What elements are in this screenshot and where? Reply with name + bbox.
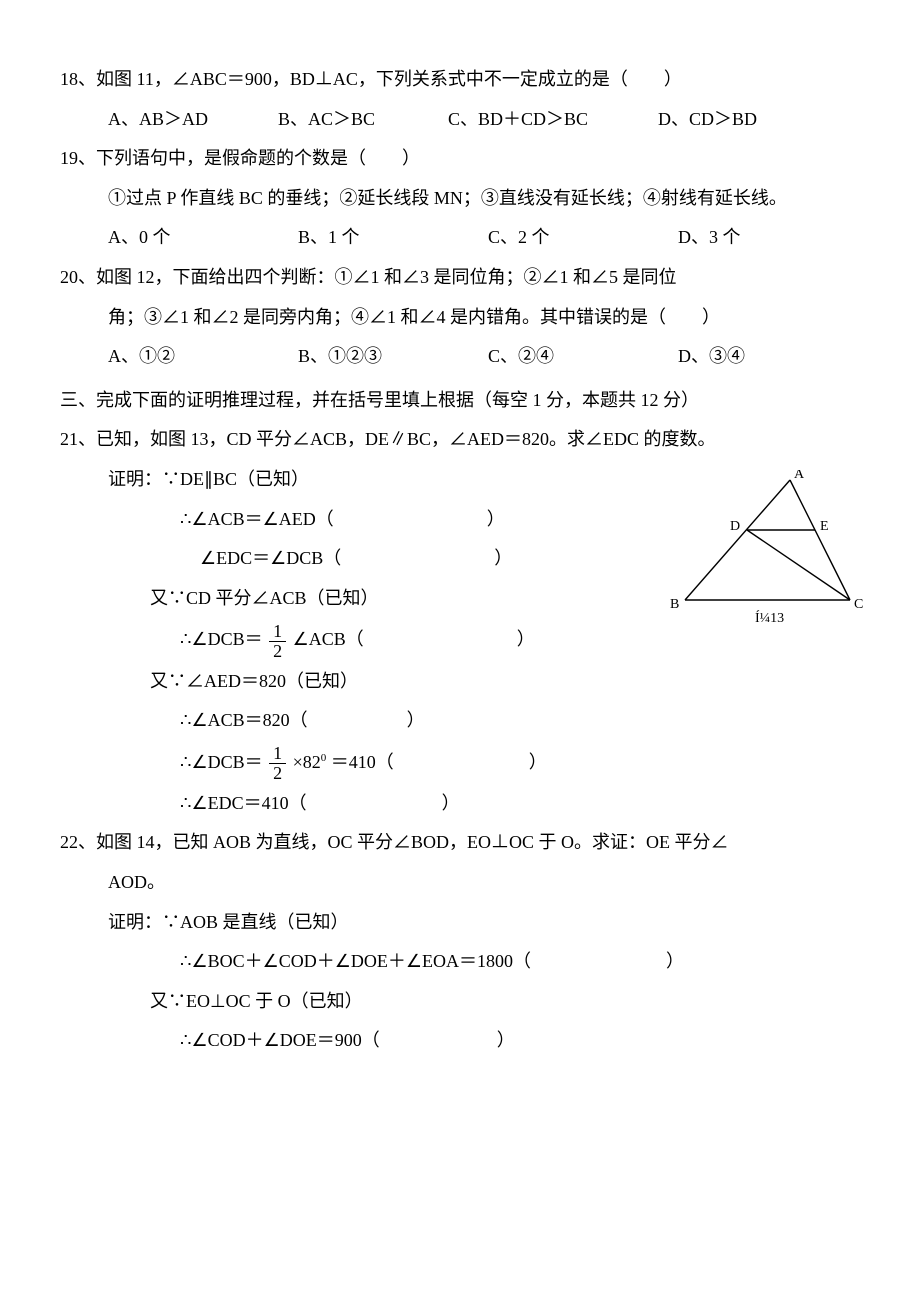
frac-num: 1 — [269, 622, 286, 642]
q22-l2a: ∴∠BOC＋∠COD＋∠DOE＋∠EOA＝1800（ — [180, 951, 531, 971]
blank-space — [346, 548, 490, 568]
q22-l2b: ） — [666, 951, 684, 971]
q21-l8-mid: ×82 — [293, 752, 321, 772]
svg-text:B: B — [670, 597, 679, 612]
q19-opt-d: D、3 个 — [678, 218, 868, 258]
q18-options: A、AB＞AD B、AC＞BC C、BD＋CD＞BC D、CD＞BD — [60, 100, 860, 140]
sup-zero: 0 — [321, 752, 327, 764]
q19-body: ①过点 P 作直线 BC 的垂线；②延长线段 MN；③直线没有延长线；④射线有延… — [60, 179, 860, 219]
frac-den-2: 2 — [269, 764, 286, 783]
q21-l3a: ∠EDC＝∠DCB（ — [200, 548, 341, 568]
q21-l8-post: ＝410（ — [331, 752, 394, 772]
figure-13: A B C D E Í¼13 — [670, 470, 870, 640]
svg-text:D: D — [730, 519, 740, 534]
q22-l2: ∴∠BOC＋∠COD＋∠DOE＋∠EOA＝1800（ ） — [60, 942, 860, 982]
q21-l3b: ） — [494, 548, 512, 568]
q19-opt-a: A、0 个 — [108, 218, 298, 258]
q20-stem-line1: 20、如图 12，下面给出四个判断：①∠1 和∠3 是同位角；②∠1 和∠5 是… — [60, 258, 860, 298]
fraction-half: 1 2 — [269, 622, 286, 661]
q22-l3-text: 又∵EO⊥OC 于 O（已知） — [150, 991, 363, 1011]
q20-opt-c: C、②④ — [488, 337, 678, 377]
figure-13-svg: A B C D E Í¼13 — [670, 470, 870, 640]
q20-opt-d: D、③④ — [678, 337, 868, 377]
q21-l1-text: 证明：∵DE∥BC（已知） — [108, 469, 309, 489]
q22-stem-line2: AOD。 — [60, 863, 860, 903]
q21-l8: ∴∠DCB＝ 1 2 ×820 ＝410（ ） — [60, 741, 860, 784]
frac-den: 2 — [269, 642, 286, 661]
q21-l7: ∴∠ACB＝820（ ） — [60, 701, 860, 741]
q22-l4: ∴∠COD＋∠DOE＝900（ ） — [60, 1021, 860, 1061]
section-3-text: 三、完成下面的证明推理过程，并在括号里填上根据（每空 1 分，本题共 12 分） — [60, 390, 699, 410]
q22-l1: 证明：∵AOB 是直线（已知） — [60, 903, 860, 943]
q22-stem1-text: 22、如图 14，已知 AOB 为直线，OC 平分∠BOD，EO⊥OC 于 O。… — [60, 832, 729, 852]
q21-l7a: ∴∠ACB＝820（ — [180, 710, 308, 730]
q20-opt-b: B、①②③ — [298, 337, 488, 377]
q18-opt-a: A、AB＞AD — [108, 100, 278, 140]
frac-num-2: 1 — [269, 744, 286, 764]
q21-stem-text: 21、已知，如图 13，CD 平分∠ACB，DE∥BC，∠AED＝820。求∠E… — [60, 429, 716, 449]
blank-space — [312, 710, 402, 730]
svg-text:A: A — [794, 470, 805, 482]
q19-opt-b: B、1 个 — [298, 218, 488, 258]
blank-space — [311, 793, 437, 813]
q19-stem-text: 19、下列语句中，是假命题的个数是（ ） — [60, 148, 420, 168]
blank-space — [384, 1030, 492, 1050]
q21-l5-pre: ∴∠DCB＝ — [180, 629, 263, 649]
q22-l4a: ∴∠COD＋∠DOE＝900（ — [180, 1030, 380, 1050]
q19-options: A、0 个 B、1 个 C、2 个 D、3 个 — [60, 218, 860, 258]
svg-text:C: C — [854, 597, 863, 612]
q20-stem1-text: 20、如图 12，下面给出四个判断：①∠1 和∠3 是同位角；②∠1 和∠5 是… — [60, 267, 677, 287]
q21-l9: ∴∠EDC＝410（ ） — [60, 784, 860, 824]
q21-l6-text: 又∵∠AED＝820（已知） — [150, 671, 358, 691]
q22-l3: 又∵EO⊥OC 于 O（已知） — [60, 982, 860, 1022]
q18-stem: 18、如图 11，∠ABC＝900，BD⊥AC，下列关系式中不一定成立的是（ ） — [60, 60, 860, 100]
blank-space — [398, 752, 524, 772]
q21-l9b: ） — [442, 793, 460, 813]
q20-options: A、①② B、①②③ C、②④ D、③④ — [60, 337, 860, 377]
q21-stem: 21、已知，如图 13，CD 平分∠ACB，DE∥BC，∠AED＝820。求∠E… — [60, 420, 860, 460]
q21-l7b: ） — [407, 710, 425, 730]
q21-l8b: ） — [529, 752, 547, 772]
q22-stem2-text: AOD。 — [108, 872, 165, 892]
q22-stem-line1: 22、如图 14，已知 AOB 为直线，OC 平分∠BOD，EO⊥OC 于 O。… — [60, 823, 860, 863]
blank-space — [338, 509, 482, 529]
q19-stem: 19、下列语句中，是假命题的个数是（ ） — [60, 139, 860, 179]
q18-stem-text: 18、如图 11，∠ABC＝900，BD⊥AC，下列关系式中不一定成立的是（ ） — [60, 69, 682, 89]
fraction-half-2: 1 2 — [269, 744, 286, 783]
q19-opt-c: C、2 个 — [488, 218, 678, 258]
q21-l2b: ） — [487, 509, 505, 529]
q19-body-text: ①过点 P 作直线 BC 的垂线；②延长线段 MN；③直线没有延长线；④射线有延… — [108, 188, 787, 208]
section-3-heading: 三、完成下面的证明推理过程，并在括号里填上根据（每空 1 分，本题共 12 分） — [60, 381, 860, 421]
q21-proof-block: A B C D E Í¼13 证明：∵DE∥BC（已知） ∴∠ACB＝∠AED（ ） ∠E… — [60, 460, 860, 824]
q21-l6: 又∵∠AED＝820（已知） — [60, 662, 860, 702]
q20-opt-a: A、①② — [108, 337, 298, 377]
q18-opt-b: B、AC＞BC — [278, 100, 448, 140]
q21-l5-post: ∠ACB（ — [293, 629, 364, 649]
q18-opt-d: D、CD＞BD — [658, 100, 808, 140]
q22-l4b: ） — [497, 1030, 515, 1050]
q20-stem-line2: 角；③∠1 和∠2 是同旁内角；④∠1 和∠4 是内错角。其中错误的是（ ） — [60, 298, 860, 338]
blank-space — [536, 951, 662, 971]
q20-stem2-text: 角；③∠1 和∠2 是同旁内角；④∠1 和∠4 是内错角。其中错误的是（ ） — [108, 307, 720, 327]
q21-l2a: ∴∠ACB＝∠AED（ — [180, 509, 334, 529]
blank-space — [368, 629, 512, 649]
q18-opt-c: C、BD＋CD＞BC — [448, 100, 658, 140]
q21-l4-text: 又∵CD 平分∠ACB（已知） — [150, 588, 379, 608]
q21-l8-pre: ∴∠DCB＝ — [180, 752, 263, 772]
q21-l5b: ） — [517, 629, 535, 649]
svg-text:Í¼13: Í¼13 — [755, 609, 784, 626]
q21-l9a: ∴∠EDC＝410（ — [180, 793, 307, 813]
svg-text:E: E — [820, 519, 829, 534]
q22-l1-text: 证明：∵AOB 是直线（已知） — [108, 912, 349, 932]
